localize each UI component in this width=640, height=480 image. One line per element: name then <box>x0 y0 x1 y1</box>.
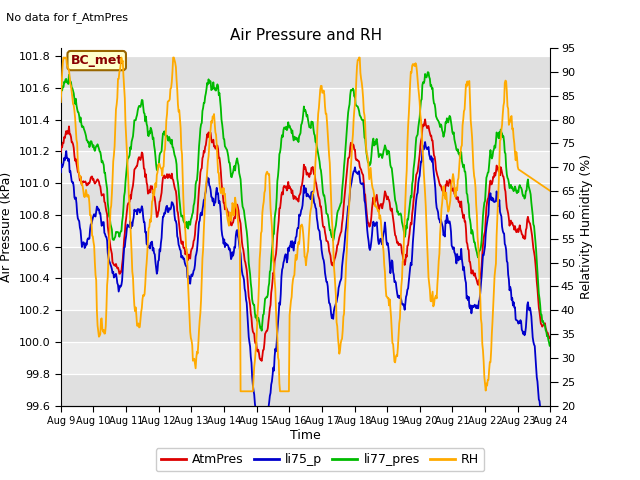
Bar <box>61 374 550 406</box>
Bar <box>61 278 550 310</box>
Y-axis label: Relativity Humidity (%): Relativity Humidity (%) <box>580 154 593 300</box>
Bar <box>61 88 550 120</box>
Y-axis label: Air Pressure (kPa): Air Pressure (kPa) <box>0 172 13 282</box>
Bar <box>61 120 550 151</box>
Text: BC_met: BC_met <box>70 54 123 67</box>
Bar <box>61 342 550 374</box>
Bar <box>61 310 550 342</box>
Bar <box>61 183 550 215</box>
Legend: AtmPres, li75_p, li77_pres, RH: AtmPres, li75_p, li77_pres, RH <box>156 448 484 471</box>
Bar <box>61 247 550 278</box>
Bar <box>61 151 550 183</box>
Bar <box>61 215 550 247</box>
Title: Air Pressure and RH: Air Pressure and RH <box>230 28 381 43</box>
X-axis label: Time: Time <box>290 429 321 442</box>
Text: No data for f_AtmPres: No data for f_AtmPres <box>6 12 129 23</box>
Bar <box>61 56 550 88</box>
